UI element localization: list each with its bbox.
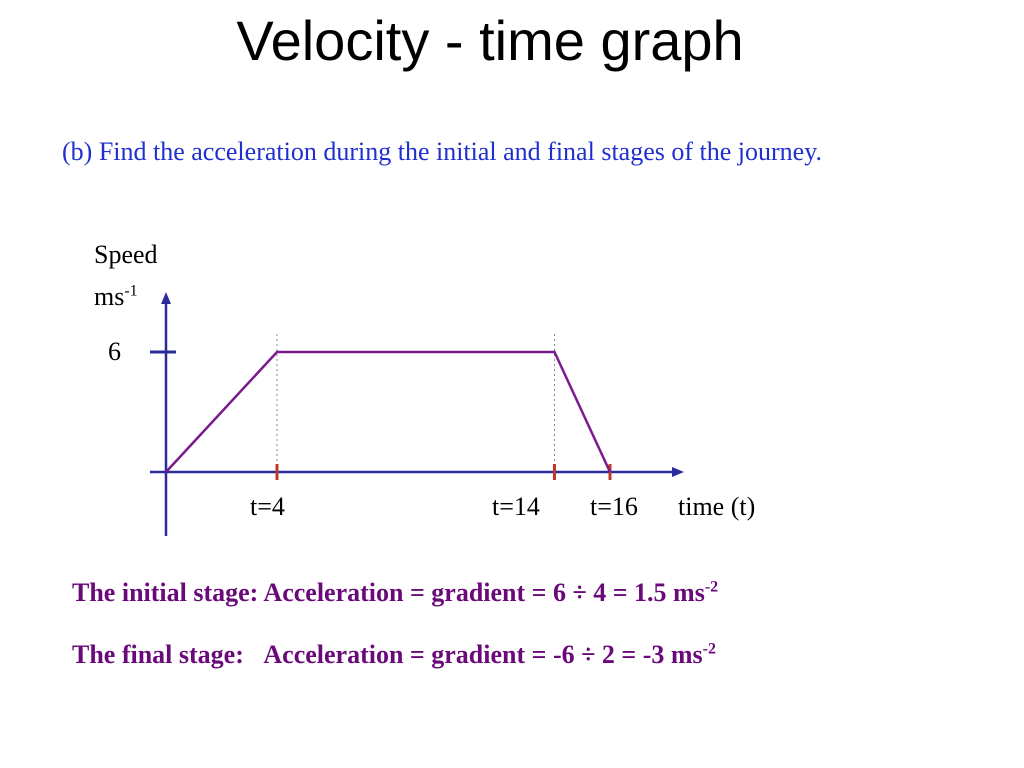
- y-axis-arrow: [161, 292, 171, 304]
- slide-title: Velocity - time graph: [236, 9, 744, 72]
- y-axis-label: Speed: [94, 240, 158, 269]
- answer-exponent: -2: [704, 578, 719, 596]
- answer-text: Acceleration = gradient = 6 ÷ 4 = 1.5 ms: [263, 578, 705, 607]
- answer-stage-label: The final stage:: [72, 640, 244, 669]
- velocity-line: [165, 350, 612, 473]
- y-unit-text: ms: [94, 282, 125, 311]
- answer-final-stage: The final stage: Acceleration = gradient…: [72, 640, 716, 670]
- answer-text: Acceleration = gradient = -6 ÷ 2 = -3 ms: [263, 640, 703, 669]
- y-unit-exponent: -1: [124, 282, 138, 300]
- x-tick-label: t=16: [590, 492, 638, 521]
- answer-stage-label: The initial stage:: [72, 578, 259, 607]
- x-axis-label: time (t): [678, 492, 756, 521]
- answer-exponent: -2: [702, 640, 716, 658]
- answer-initial-stage: The initial stage: Acceleration = gradie…: [72, 578, 718, 608]
- y-axis-unit: ms-1: [94, 282, 138, 312]
- y-tick-label: 6: [108, 337, 121, 366]
- question-text: (b) Find the acceleration during the ini…: [62, 137, 823, 166]
- x-tick-label: t=4: [250, 492, 285, 521]
- x-axis-arrow: [672, 467, 684, 477]
- x-tick-label: t=14: [492, 492, 540, 521]
